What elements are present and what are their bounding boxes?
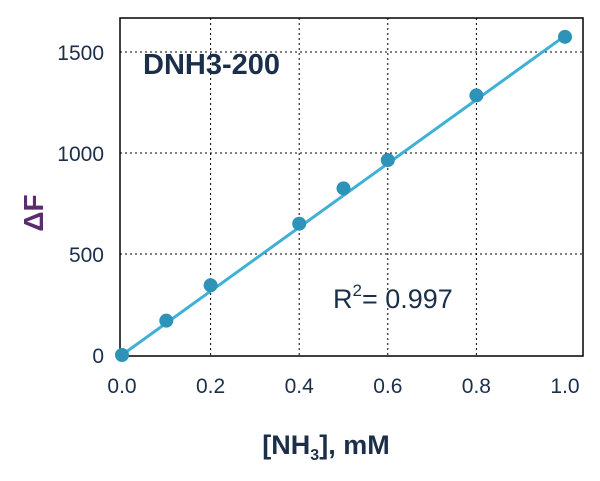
x-tick-label: 0.0: [107, 375, 136, 398]
data-point: [292, 216, 307, 231]
x-axis-title: [NH3], mM: [262, 430, 389, 464]
data-point: [380, 153, 395, 168]
data-points: [115, 29, 572, 362]
data-point: [336, 181, 351, 196]
x-tick-label: 0.8: [462, 375, 491, 398]
data-point: [203, 278, 218, 293]
x-tick-label: 0.2: [196, 375, 225, 398]
r-squared-value: = 0.997: [362, 284, 453, 314]
data-point: [469, 88, 484, 103]
y-tick-label: 1000: [57, 143, 104, 166]
data-point: [115, 348, 129, 362]
data-point: [159, 313, 174, 328]
x-tick-label: 0.4: [285, 375, 315, 398]
x-tick-label: 1.0: [550, 375, 579, 398]
y-tick-labels: 0 500 1000 1500: [57, 42, 104, 368]
y-axis-title: ΔF: [18, 194, 49, 231]
r-squared-superscript: 2: [353, 281, 362, 300]
plot-frame: [119, 17, 584, 357]
r-squared-annotation: R2= 0.997: [333, 281, 453, 314]
grid-lines: [120, 18, 583, 356]
data-point: [558, 29, 572, 44]
r-squared-label: R: [333, 284, 353, 314]
chart-title: DNH3-200: [143, 49, 280, 81]
x-tick-label: 0.6: [373, 375, 402, 398]
x-tick-labels: 0.0 0.2 0.4 0.6 0.8 1.0: [107, 375, 579, 398]
fit-line: [121, 34, 566, 357]
y-tick-label: 1500: [57, 42, 104, 65]
y-tick-label: 0: [92, 345, 104, 368]
y-tick-label: 500: [69, 244, 104, 267]
